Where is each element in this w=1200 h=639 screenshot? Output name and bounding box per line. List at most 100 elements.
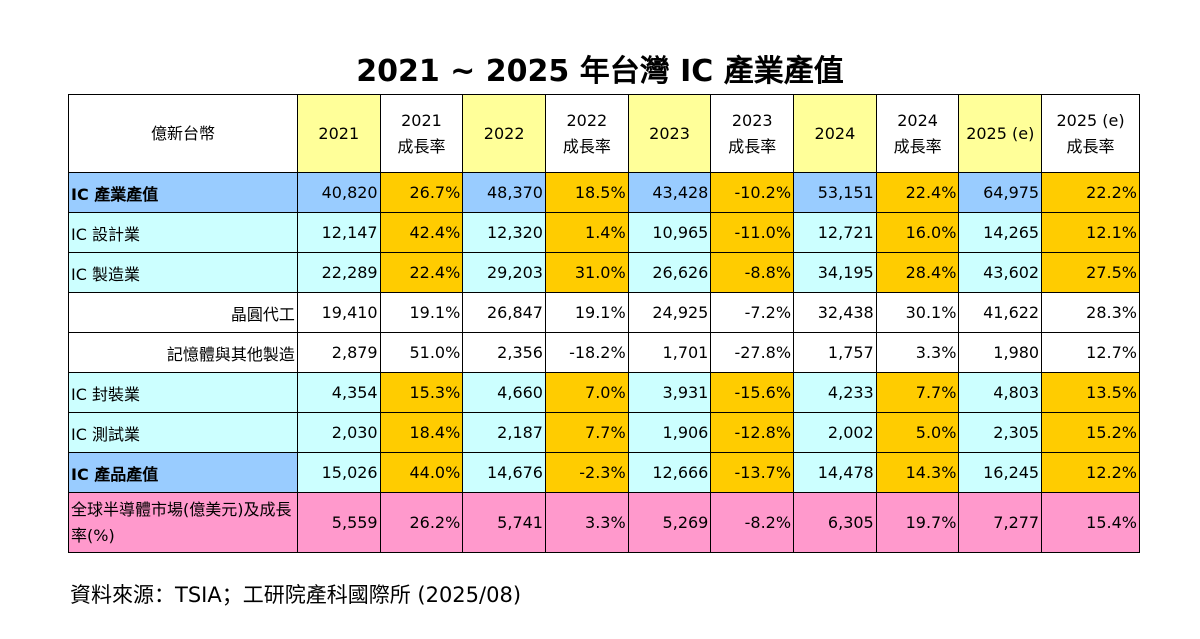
table-row: IC 設計業 12,147 42.4% 12,320 1.4% 10,965 -11.0% 1…	[68, 212, 1140, 253]
growth-rate-cell: 26.7%	[379, 172, 464, 213]
output-value-cell: 48,370	[462, 172, 546, 213]
table-row: 記憶體與其他製造 2,879 51.0% 2,356 -18.2% 1,701 -27.8%…	[68, 332, 1140, 373]
output-value-cell: 1,980	[958, 332, 1043, 373]
growth-rate-cell: 15.3%	[379, 372, 464, 413]
column-header-growth: 成長率	[562, 136, 611, 156]
growth-column-header: 2022 成長率	[544, 94, 629, 173]
output-value-cell: 10,965	[627, 212, 712, 253]
growth-rate-cell: -15.6%	[710, 372, 795, 413]
growth-rate-cell: 19.1%	[544, 292, 629, 333]
column-header-year: 2025 (e)	[966, 123, 1035, 143]
table-row: 晶圓代工 19,410 19.1% 26,847 19.1% 24,925 -7.2% 32,…	[68, 292, 1140, 333]
row-label: 晶圓代工	[68, 292, 298, 333]
row-label: 全球半導體市場(億美元)及成長率(%)	[68, 492, 298, 553]
growth-rate-cell: -12.8%	[710, 412, 795, 453]
table-row: IC 封裝業 4,354 15.3% 4,660 7.0% 3,931 -15.6% 4,23…	[68, 372, 1140, 413]
growth-rate-cell: 13.5%	[1041, 372, 1140, 413]
growth-rate-cell: 7.7%	[544, 412, 629, 453]
growth-rate-cell: -7.2%	[710, 292, 795, 333]
output-value-cell: 6,305	[793, 492, 877, 553]
output-value-cell: 43,428	[627, 172, 712, 213]
output-value-cell: 24,925	[627, 292, 712, 333]
unit-header: 億新台幣	[68, 94, 298, 173]
growth-rate-cell: 3.3%	[875, 332, 960, 373]
year-column-header: 2022	[462, 94, 546, 173]
row-label: IC 製造業	[68, 252, 298, 293]
growth-rate-cell: 31.0%	[544, 252, 629, 293]
column-header-year: 2024	[814, 123, 856, 143]
output-value-cell: 4,354	[296, 372, 381, 413]
output-value-cell: 43,602	[958, 252, 1043, 293]
growth-rate-cell: 7.0%	[544, 372, 629, 413]
output-value-cell: 2,356	[462, 332, 546, 373]
output-value-cell: 12,147	[296, 212, 381, 253]
output-value-cell: 5,559	[296, 492, 381, 553]
growth-column-header: 2024 成長率	[875, 94, 960, 173]
output-value-cell: 14,265	[958, 212, 1043, 253]
growth-rate-cell: -2.3%	[544, 452, 629, 493]
year-column-header: 2023	[627, 94, 712, 173]
output-value-cell: 3,931	[627, 372, 712, 413]
output-value-cell: 12,320	[462, 212, 546, 253]
output-value-cell: 1,757	[793, 332, 877, 373]
growth-rate-cell: 12.1%	[1041, 212, 1140, 253]
output-value-cell: 1,701	[627, 332, 712, 373]
growth-rate-cell: -27.8%	[710, 332, 795, 373]
growth-rate-cell: 44.0%	[379, 452, 464, 493]
column-header-year: 2024	[897, 110, 938, 130]
output-value-cell: 5,741	[462, 492, 546, 553]
growth-rate-cell: -13.7%	[710, 452, 795, 493]
output-value-cell: 7,277	[958, 492, 1043, 553]
industry-output-table: 億新台幣 2021 2021 成長率 2022 2022 成長率 2023 2023 成長率 202…	[68, 94, 1140, 553]
growth-rate-cell: 27.5%	[1041, 252, 1140, 293]
growth-column-header: 2021 成長率	[379, 94, 464, 173]
table-row: 全球半導體市場(億美元)及成長率(%) 5,559 26.2% 5,741 3.3% 5,…	[68, 492, 1140, 553]
growth-rate-cell: 22.2%	[1041, 172, 1140, 213]
year-column-header: 2024	[793, 94, 877, 173]
column-header-year: 2022	[566, 110, 608, 130]
growth-rate-cell: 30.1%	[875, 292, 960, 333]
output-value-cell: 53,151	[793, 172, 877, 213]
growth-rate-cell: 28.3%	[1041, 292, 1140, 333]
output-value-cell: 2,002	[793, 412, 877, 453]
row-label: 記憶體與其他製造	[68, 332, 298, 373]
growth-rate-cell: 18.5%	[544, 172, 629, 213]
growth-rate-cell: 12.2%	[1041, 452, 1140, 493]
growth-rate-cell: 14.3%	[875, 452, 960, 493]
growth-rate-cell: 16.0%	[875, 212, 960, 253]
growth-rate-cell: -8.8%	[710, 252, 795, 293]
table-row: IC 製造業 22,289 22.4% 29,203 31.0% 26,626 -8.8% 3…	[68, 252, 1140, 293]
column-header-growth: 成長率	[728, 136, 777, 156]
column-header-year: 2025 (e)	[1056, 110, 1125, 130]
output-value-cell: 4,803	[958, 372, 1043, 413]
growth-rate-cell: 19.1%	[379, 292, 464, 333]
growth-rate-cell: 15.2%	[1041, 412, 1140, 453]
column-header-year: 2021	[318, 123, 360, 143]
output-value-cell: 2,305	[958, 412, 1043, 453]
row-label: IC 產品產值	[68, 452, 298, 493]
output-value-cell: 12,721	[793, 212, 877, 253]
output-value-cell: 26,847	[462, 292, 546, 333]
output-value-cell: 16,245	[958, 452, 1043, 493]
output-value-cell: 41,622	[958, 292, 1043, 333]
output-value-cell: 4,233	[793, 372, 877, 413]
growth-rate-cell: 51.0%	[379, 332, 464, 373]
output-value-cell: 34,195	[793, 252, 877, 293]
column-header-year: 2023	[649, 123, 690, 143]
output-value-cell: 14,478	[793, 452, 877, 493]
output-value-cell: 2,030	[296, 412, 381, 453]
output-value-cell: 19,410	[296, 292, 381, 333]
output-value-cell: 2,879	[296, 332, 381, 373]
growth-rate-cell: -18.2%	[544, 332, 629, 373]
table-row: IC 產業產值 40,820 26.7% 48,370 18.5% 43,428 -10.2…	[68, 172, 1140, 213]
output-value-cell: 14,676	[462, 452, 546, 493]
column-header-growth: 成長率	[893, 136, 942, 156]
output-value-cell: 32,438	[793, 292, 877, 333]
output-value-cell: 1,906	[627, 412, 712, 453]
row-label: IC 產業產值	[68, 172, 298, 213]
growth-rate-cell: -10.2%	[710, 172, 795, 213]
source-note: 資料來源：TSIA；工研院產科國際所 (2025/08)	[70, 583, 522, 607]
chart-title: 2021 ~ 2025 年台灣 IC 產業產值	[356, 54, 844, 89]
growth-column-header: 2025 (e) 成長率	[1041, 94, 1140, 173]
output-value-cell: 15,026	[296, 452, 381, 493]
